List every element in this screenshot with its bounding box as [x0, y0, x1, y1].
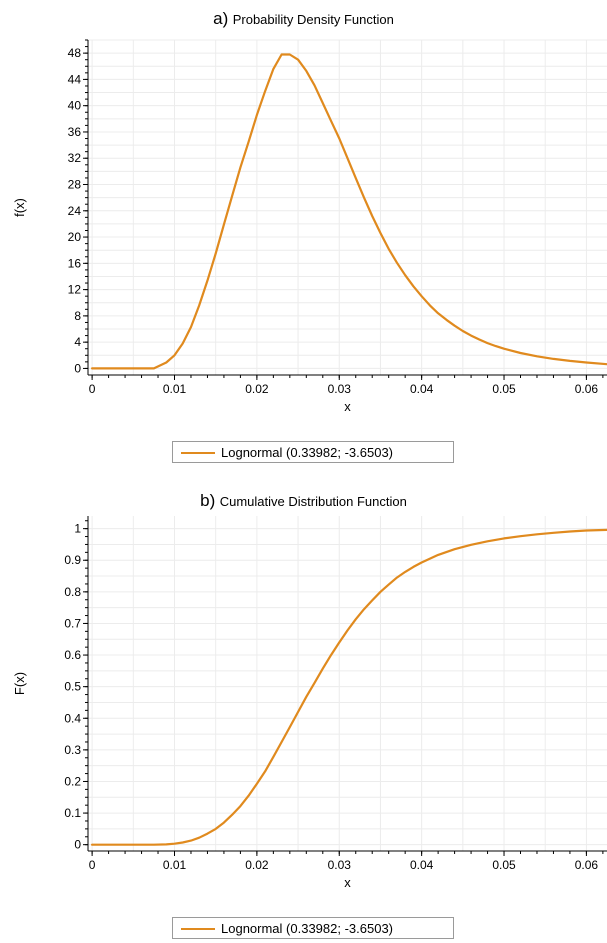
pdf-x-axis-label: x — [344, 399, 351, 414]
pdf-x-tick-label: 0.03 — [328, 382, 352, 396]
pdf-y-tick-label: 16 — [68, 256, 82, 270]
pdf-legend-swatch — [181, 452, 215, 454]
pdf-chart-title: a) Probability Density Function — [0, 9, 607, 29]
cdf-legend-label: Lognormal (0.33982; -3.6503) — [221, 921, 393, 936]
pdf-y-tick-label: 12 — [68, 283, 82, 297]
cdf-y-tick-label: 0.1 — [64, 806, 81, 820]
pdf-x-tick-label: 0.05 — [492, 382, 516, 396]
pdf-plot-area — [88, 40, 607, 375]
cdf-y-tick-label: 0.6 — [64, 648, 81, 662]
pdf-y-tick-label: 0 — [74, 361, 81, 375]
pdf-legend-label: Lognormal (0.33982; -3.6503) — [221, 445, 393, 460]
pdf-y-tick-label: 8 — [74, 309, 81, 323]
pdf-y-tick-label: 40 — [68, 99, 82, 113]
pdf-y-tick-label: 28 — [68, 178, 82, 192]
pdf-x-tick-label: 0.01 — [163, 382, 187, 396]
pdf-x-tick-label: 0 — [89, 382, 96, 396]
cdf-x-tick-label: 0.06 — [575, 858, 599, 872]
pdf-y-tick-label: 36 — [68, 125, 82, 139]
cdf-y-tick-label: 0.9 — [64, 553, 81, 567]
pdf-y-tick-label: 32 — [68, 151, 82, 165]
cdf-chart-panel: b) Cumulative Distribution Function 0 0.0… — [0, 486, 607, 943]
pdf-y-axis-label: f(x) — [12, 198, 27, 217]
cdf-plot-area — [88, 516, 607, 851]
cdf-y-tick-label: 0.2 — [64, 774, 81, 788]
pdf-chart: 0 0.01 0.02 0.03 0.04 0.05 0.06048121620242832… — [0, 30, 607, 430]
cdf-x-tick-label: 0.01 — [163, 858, 187, 872]
cdf-y-tick-label: 0.3 — [64, 743, 81, 757]
pdf-title-letter: a) — [213, 9, 228, 28]
pdf-chart-panel: a) Probability Density Function 0 0.01 0.0… — [0, 0, 607, 468]
pdf-y-tick-label: 24 — [68, 204, 82, 218]
cdf-x-tick-label: 0.03 — [328, 858, 352, 872]
pdf-x-tick-label: 0.04 — [410, 382, 434, 396]
cdf-y-tick-label: 0 — [74, 838, 81, 852]
cdf-y-tick-label: 1 — [74, 522, 81, 536]
pdf-x-tick-label: 0.02 — [245, 382, 269, 396]
cdf-y-tick-label: 0.5 — [64, 680, 81, 694]
pdf-title-text: Probability Density Function — [233, 12, 394, 27]
cdf-x-tick-label: 0.04 — [410, 858, 434, 872]
pdf-y-tick-label: 48 — [68, 46, 82, 60]
cdf-legend-swatch — [181, 928, 215, 930]
cdf-x-axis-label: x — [344, 875, 351, 890]
cdf-y-tick-label: 0.4 — [64, 711, 81, 725]
cdf-x-tick-label: 0.02 — [245, 858, 269, 872]
cdf-x-tick-label: 0 — [89, 858, 96, 872]
pdf-x-tick-label: 0.06 — [575, 382, 599, 396]
cdf-y-axis-label: F(x) — [12, 672, 27, 695]
cdf-x-tick-label: 0.05 — [492, 858, 516, 872]
pdf-y-tick-label: 44 — [68, 72, 82, 86]
cdf-y-tick-label: 0.8 — [64, 585, 81, 599]
pdf-legend: Lognormal (0.33982; -3.6503) — [172, 441, 454, 463]
pdf-y-tick-label: 20 — [68, 230, 82, 244]
cdf-y-tick-label: 0.7 — [64, 616, 81, 630]
pdf-y-tick-label: 4 — [74, 335, 81, 349]
cdf-chart: 0 0.01 0.02 0.03 0.04 0.05 0.06 0 0.1 0.2 0.3 0.4 0.… — [0, 506, 607, 906]
cdf-legend: Lognormal (0.33982; -3.6503) — [172, 917, 454, 939]
